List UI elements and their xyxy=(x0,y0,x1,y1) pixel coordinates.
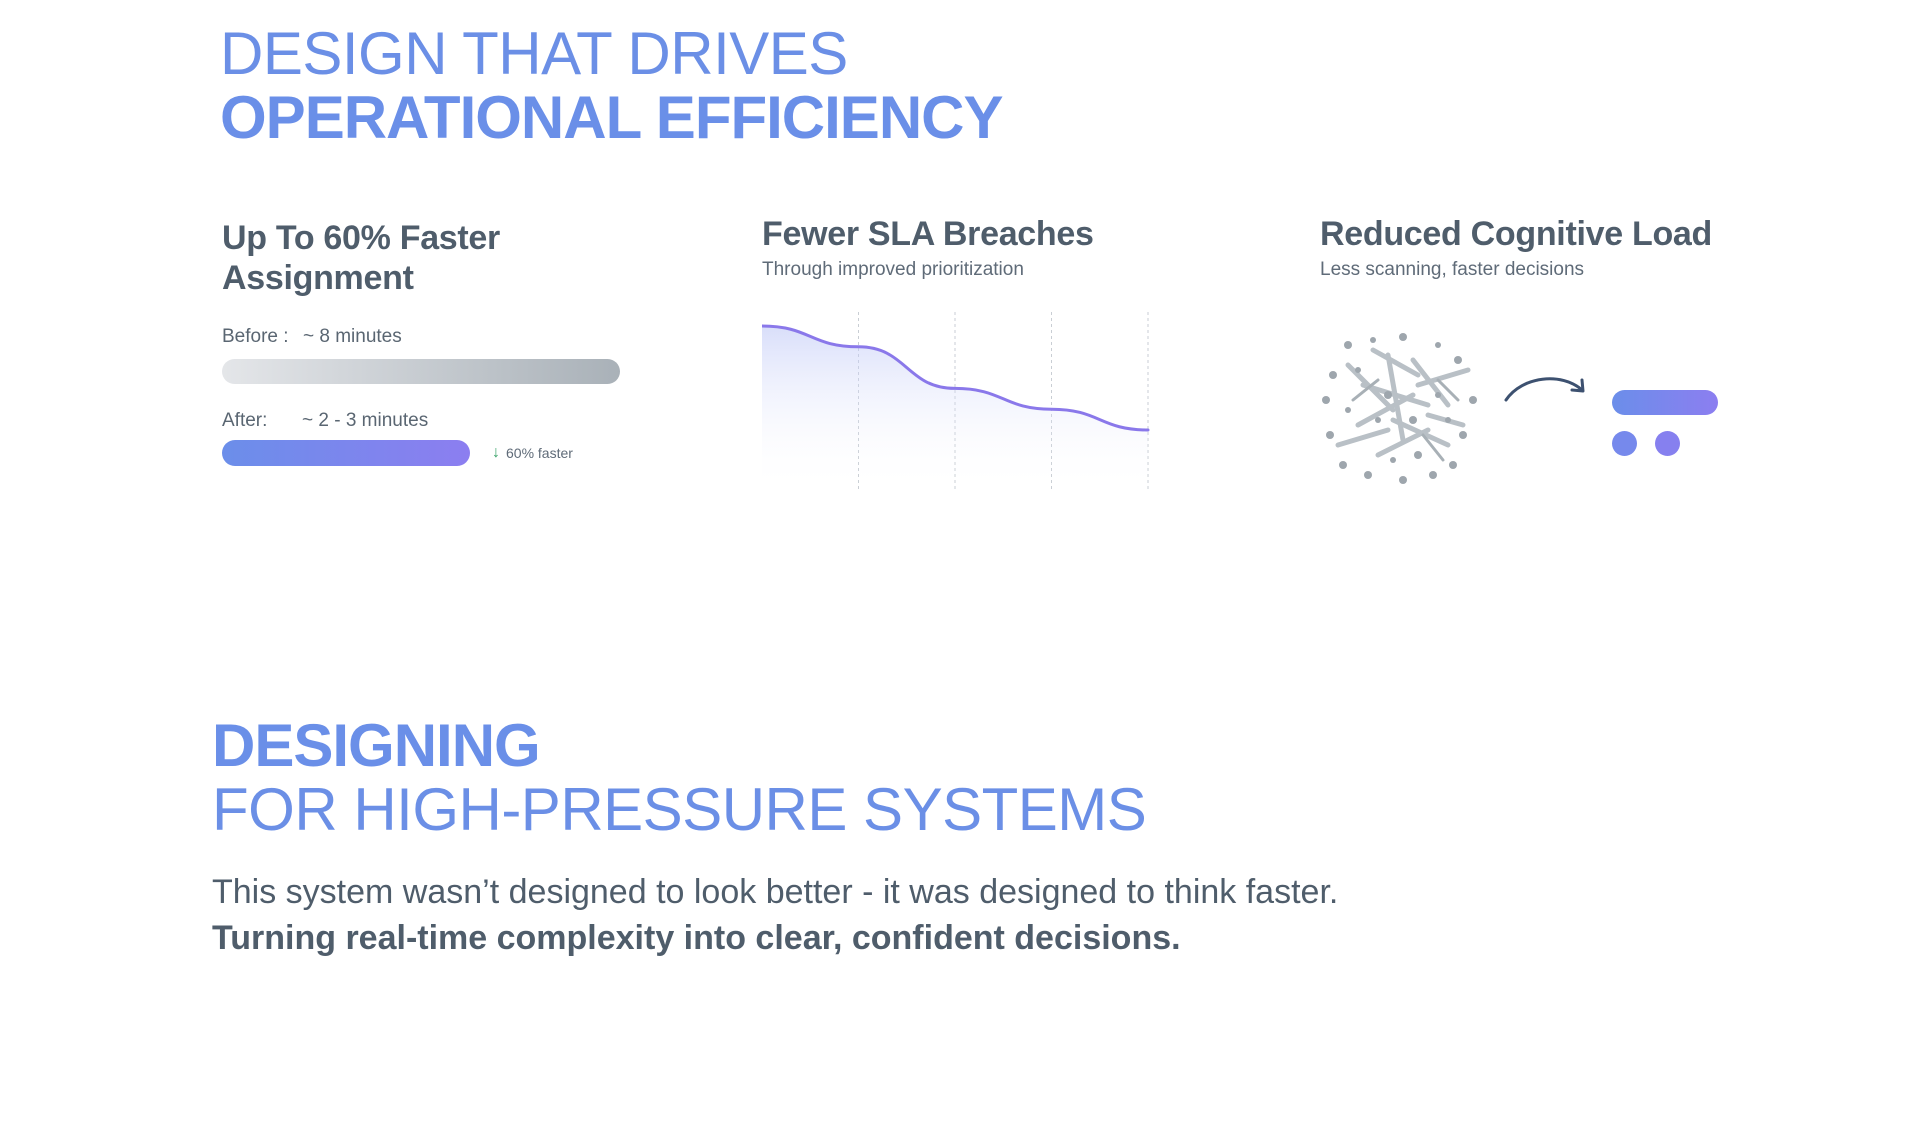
after-label: After: xyxy=(222,410,268,431)
after-duration-bar xyxy=(222,440,470,466)
cognitive-metric-title: Reduced Cognitive Load xyxy=(1320,215,1712,253)
chart-area-fill xyxy=(762,326,1148,492)
cognitive-metric-subtitle: Less scanning, faster decisions xyxy=(1320,259,1585,280)
after-value: ~ 2 - 3 minutes xyxy=(302,410,429,431)
clarity-dot-icon xyxy=(1655,431,1680,456)
before-label: Before : xyxy=(222,326,289,347)
faster-badge-text: 60% faster xyxy=(506,445,573,461)
before-value: ~ 8 minutes xyxy=(303,326,402,347)
sla-metric-subtitle: Through improved prioritization xyxy=(762,259,1024,280)
hero-title-line2: OPERATIONAL EFFICIENCY xyxy=(220,84,1003,151)
before-duration-bar xyxy=(222,359,620,384)
section-body-line1: This system wasn’t designed to look bett… xyxy=(212,873,1339,911)
assignment-metric-title: Up To 60% Faster Assignment xyxy=(222,219,500,297)
arrow-down-icon: ↓ xyxy=(492,444,500,461)
clarity-dot-icon xyxy=(1612,431,1637,456)
faster-badge: ↓ 60% faster xyxy=(492,444,573,462)
chaos-cluster-icon xyxy=(1322,333,1477,484)
section-title-line2: FOR HIGH-PRESSURE SYSTEMS xyxy=(212,776,1147,843)
chart-series-line xyxy=(762,324,1150,432)
section-body-line2: Turning real-time complexity into clear,… xyxy=(212,919,1181,957)
sla-metric-title: Fewer SLA Breaches xyxy=(762,215,1094,253)
clarity-bar-icon xyxy=(1612,390,1718,415)
section-title-line1: DESIGNING xyxy=(212,712,541,779)
hero-title-line1: DESIGN THAT DRIVES xyxy=(220,20,848,87)
curved-arrow-icon xyxy=(1504,377,1585,402)
sla-breaches-chart xyxy=(762,312,1150,492)
